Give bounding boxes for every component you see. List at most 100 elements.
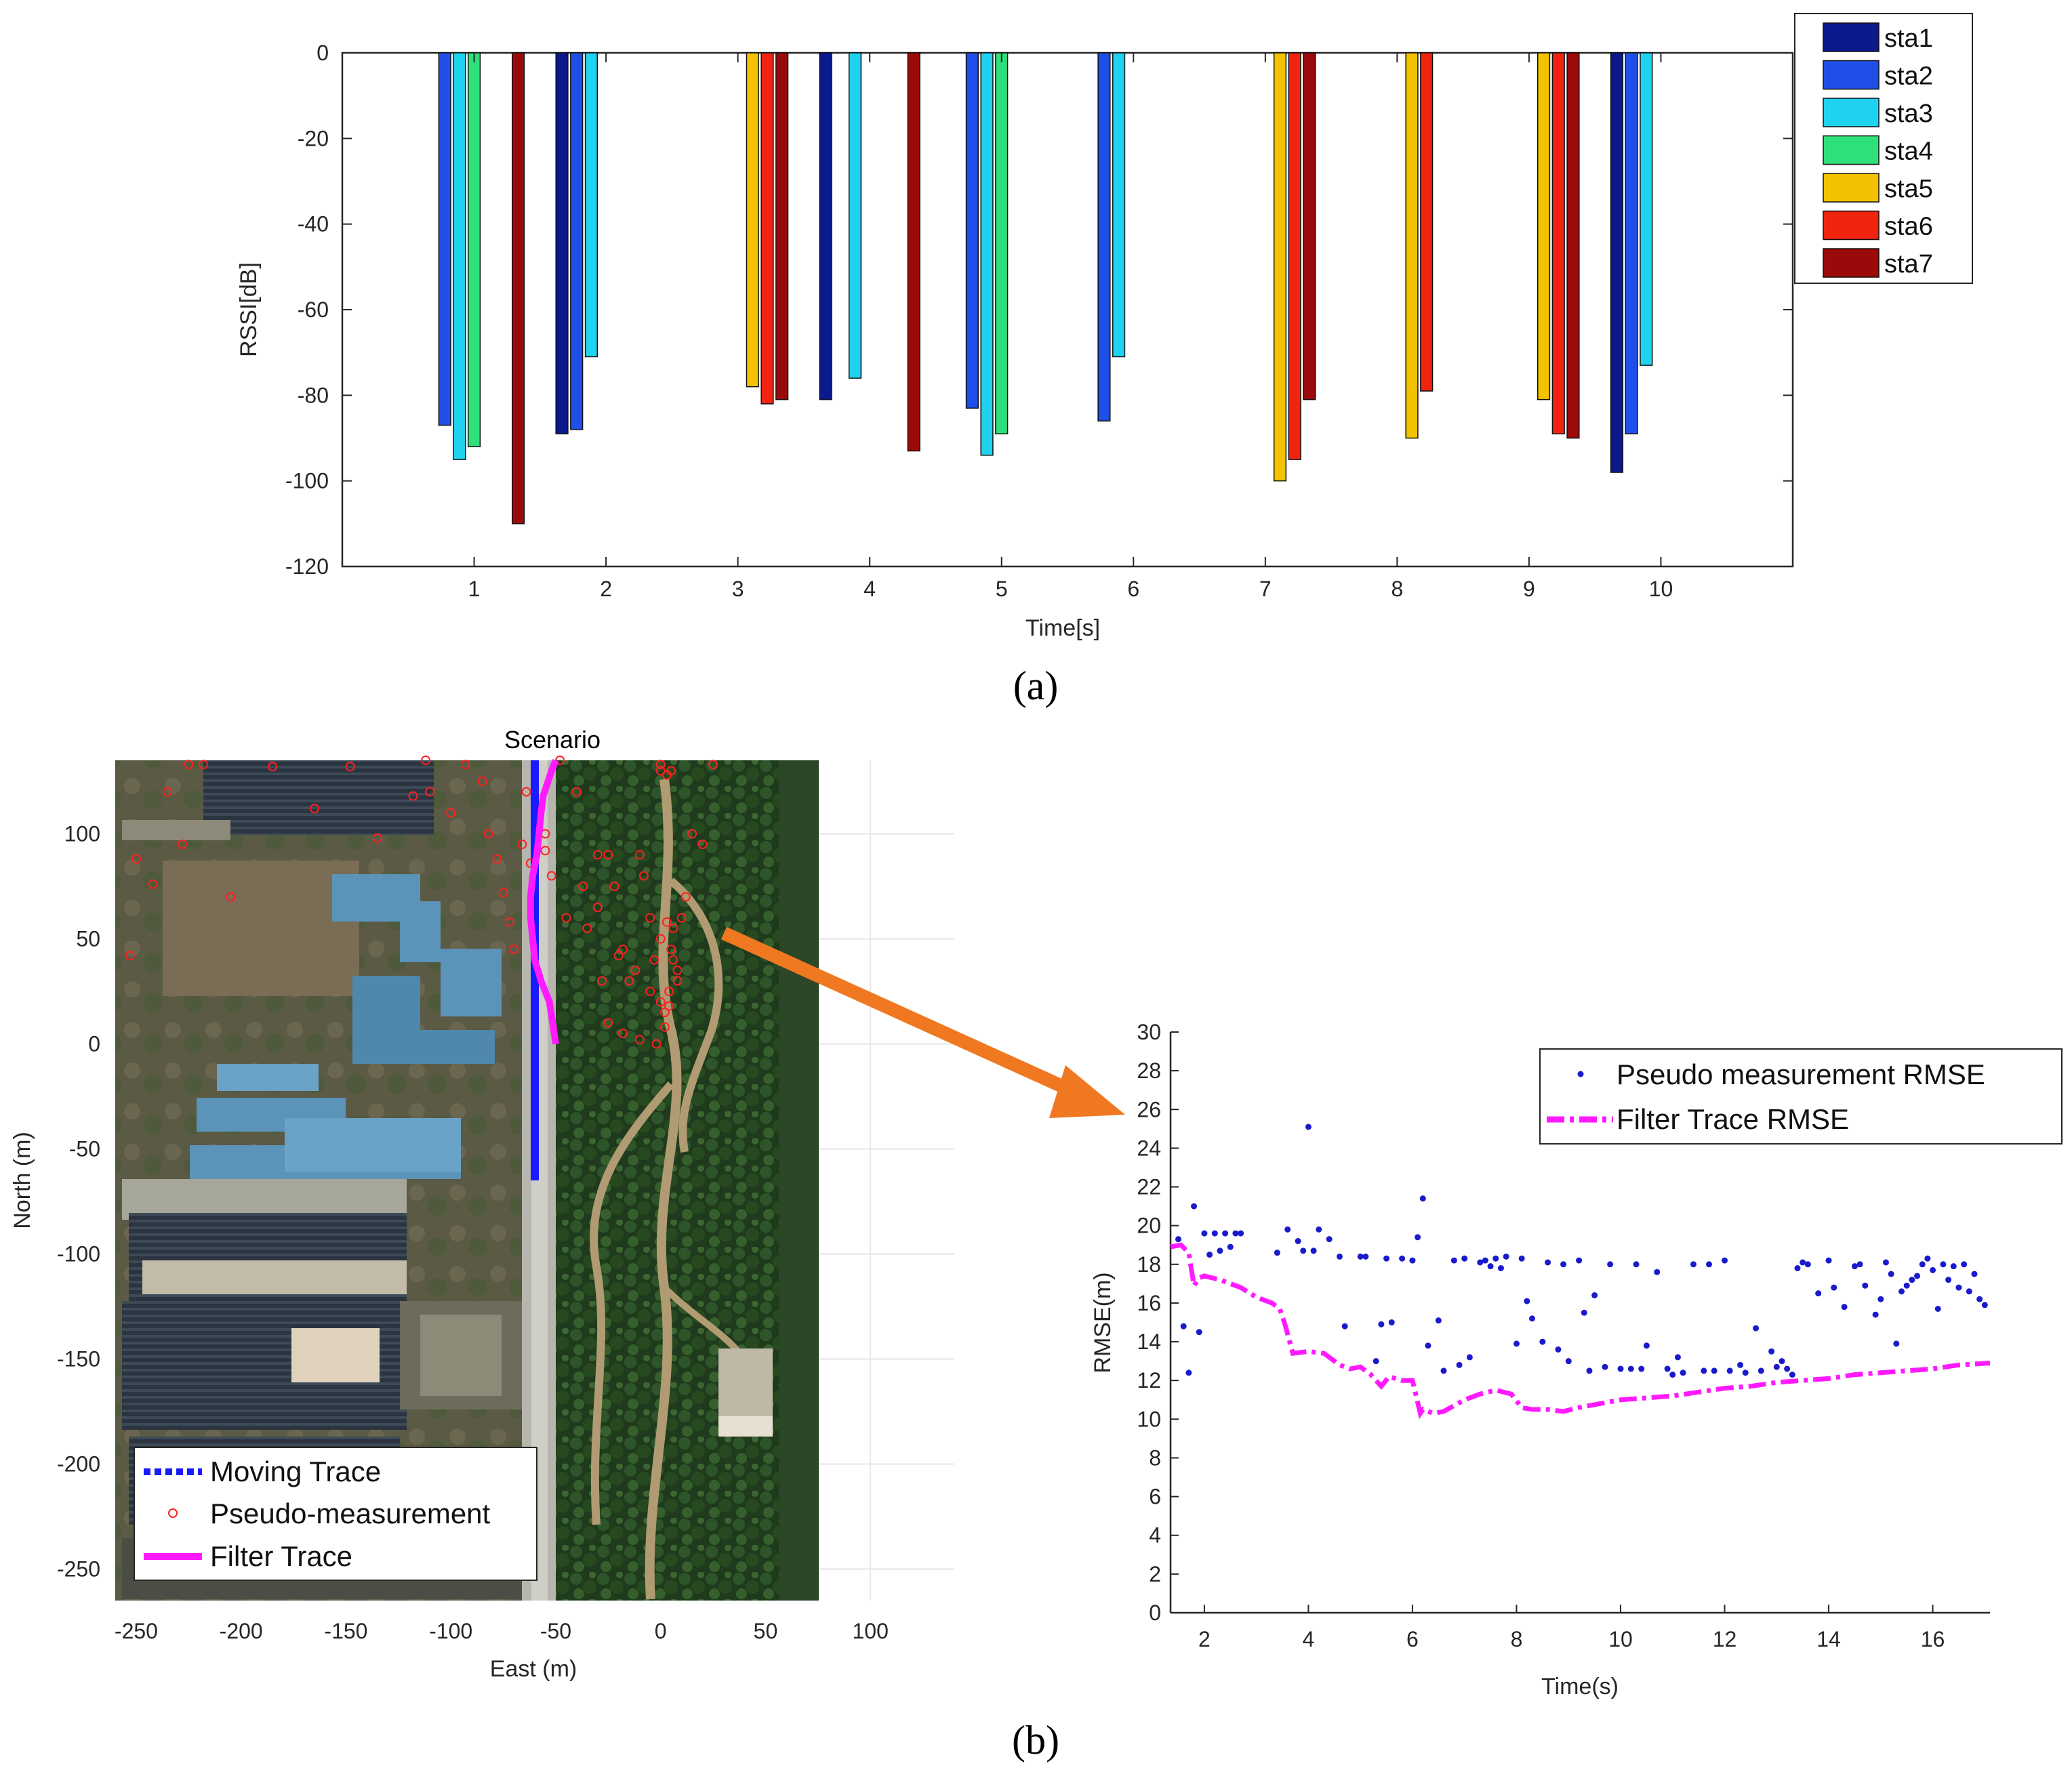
- pseudo-measurement-point: [345, 762, 355, 772]
- pseudo-rmse-point: [1415, 1234, 1421, 1241]
- pseudo-rmse-point: [1773, 1363, 1780, 1370]
- pseudo-measurement-point: [617, 1029, 628, 1038]
- rssi-bar-chart: 1 2 3 4 5 6 7 8 9 10 0 -20 -40 -60 -80 -100 -120 Time[s]…: [236, 13, 1973, 708]
- rssi-ticks: 1 2 3 4 5 6 7 8 9 10 0 -20 -40 -60 -80 -100 -120: [285, 41, 1793, 601]
- pseudo-measurement-legend-label: Pseudo-measurement: [210, 1498, 491, 1529]
- bar-sta5-t7: [1273, 52, 1287, 482]
- pseudo-measurement-point: [592, 903, 603, 912]
- bar-sta6-t8: [1420, 52, 1434, 392]
- pseudo-rmse-point: [1862, 1282, 1869, 1289]
- pseudo-rmse-point: [1581, 1309, 1587, 1316]
- bar-sta3-t1: [453, 52, 466, 460]
- pseudo-rmse-point: [1528, 1315, 1535, 1322]
- pseudo-rmse-point: [1545, 1259, 1551, 1266]
- rmse-xtick-label: 8: [1511, 1627, 1523, 1651]
- rssi-xtick-label: 6: [1127, 577, 1139, 601]
- pseudo-measurement-point: [655, 766, 666, 776]
- legend-label-sta4: sta4: [1884, 138, 1933, 166]
- bar-sta1-t4: [819, 52, 832, 400]
- bar-sta2-t10: [1625, 52, 1638, 434]
- pseudo-rmse-point: [1477, 1259, 1484, 1266]
- bar-sta3-t10: [1640, 52, 1653, 366]
- pseudo-rmse-point: [1768, 1348, 1775, 1355]
- pseudo-measurement-point: [609, 882, 619, 891]
- bar-sta2-t6: [1097, 52, 1111, 421]
- legend-swatch-sta5: [1823, 173, 1880, 203]
- pseudo-measurement-point: [540, 846, 550, 856]
- pseudo-measurement-point: [634, 850, 645, 860]
- bar-sta6-t7: [1288, 52, 1301, 460]
- bar-sta1-t10: [1610, 52, 1624, 473]
- map-ytick-label: 0: [88, 1032, 100, 1056]
- map-ytick-label: -150: [57, 1347, 100, 1372]
- map-xtick-label: -250: [115, 1619, 158, 1643]
- pseudo-rmse-point: [1201, 1230, 1208, 1237]
- pseudo-rmse-point: [1664, 1365, 1671, 1372]
- pseudo-rmse-point: [1607, 1261, 1614, 1268]
- pseudo-measurement-point: [509, 945, 519, 954]
- bar-sta5-t3: [746, 52, 759, 388]
- pseudo-rmse-point: [1976, 1296, 1983, 1302]
- pseudo-rmse-point: [1722, 1257, 1728, 1264]
- pseudo-measurement-point: [408, 791, 418, 801]
- map-legend: Moving Trace Pseudo-measurement Filter T…: [134, 1447, 537, 1581]
- bar-sta5-t8: [1405, 52, 1419, 439]
- pseudo-rmse-point: [1185, 1369, 1192, 1376]
- pseudo-measurement-point: [666, 945, 676, 954]
- pseudo-rmse-point: [1305, 1124, 1312, 1130]
- pseudo-rmse-point: [1175, 1236, 1182, 1243]
- pseudo-rmse-point: [1227, 1243, 1234, 1250]
- pseudo-rmse-point: [1930, 1266, 1936, 1273]
- pseudo-rmse-point: [1503, 1253, 1509, 1260]
- pseudo-rmse-point: [1383, 1255, 1390, 1262]
- rssi-ytick-label: 0: [317, 41, 329, 65]
- pseudo-measurement-point: [697, 840, 708, 849]
- rmse-ytick-label: 20: [1137, 1214, 1161, 1238]
- rssi-plot-area: [341, 51, 1794, 568]
- pseudo-rmse-point: [1196, 1329, 1202, 1336]
- pseudo-measurement-point: [460, 760, 470, 770]
- bar-sta4-t1: [467, 52, 481, 447]
- pseudo-rmse-point: [1373, 1358, 1379, 1365]
- pseudo-rmse-point: [1711, 1367, 1718, 1374]
- map-xtick-label: 100: [853, 1619, 889, 1643]
- pseudo-measurement-point: [655, 760, 666, 770]
- map-ticks: -250 -200 -150 -100 -50 0 50 100 100 50 0 -50 -100 -1…: [57, 822, 889, 1644]
- pseudo-rmse-point: [1524, 1298, 1530, 1304]
- legend-label-sta7: sta7: [1884, 250, 1933, 279]
- pseudo-measurement-point: [555, 756, 565, 765]
- rssi-ytick-label: -100: [285, 469, 329, 493]
- rmse-ytick-label: 14: [1137, 1330, 1161, 1354]
- filter-rmse-legend-label: Filter Trace RMSE: [1617, 1103, 1849, 1135]
- pseudo-rmse-point: [1518, 1255, 1525, 1262]
- bar-sta2-t2: [570, 52, 584, 430]
- pseudo-rmse-point: [1461, 1255, 1468, 1262]
- pseudo-rmse-point: [1435, 1317, 1442, 1324]
- rmse-xtick-label: 2: [1198, 1627, 1211, 1651]
- rmse-xtick-label: 12: [1713, 1627, 1737, 1651]
- pseudo-measurement-point: [446, 808, 456, 818]
- rssi-ytick-label: -60: [298, 297, 329, 322]
- map-ytick-label: 50: [76, 927, 100, 951]
- bar-sta3-t4: [848, 52, 862, 379]
- rmse-ytick-label: 26: [1137, 1097, 1161, 1121]
- pseudo-measurement-point: [680, 892, 691, 902]
- pseudo-rmse-point: [1950, 1263, 1957, 1270]
- pseudo-measurement-point: [498, 888, 508, 898]
- pseudo-rmse-point: [1758, 1367, 1764, 1374]
- filter-trace-line: [527, 759, 559, 1045]
- pseudo-measurement-point: [425, 787, 435, 797]
- pseudo-measurement-point: [521, 787, 531, 797]
- rmse-x-axis-label: Time(s): [1541, 1674, 1619, 1699]
- pseudo-rmse-point: [1357, 1253, 1364, 1260]
- rmse-ytick-label: 24: [1137, 1136, 1161, 1160]
- rssi-ytick-label: -20: [298, 126, 329, 150]
- pseudo-rmse-point: [1206, 1252, 1213, 1258]
- pseudo-rmse-point: [1888, 1271, 1894, 1277]
- pseudo-rmse-point: [1492, 1255, 1499, 1262]
- pseudo-measurement-point: [148, 879, 158, 889]
- pseudo-rmse-point: [1284, 1226, 1291, 1233]
- scenario-map-plot: -250 -200 -150 -100 -50 0 50 100 100 50 0 -50 -100 -1…: [9, 726, 954, 1682]
